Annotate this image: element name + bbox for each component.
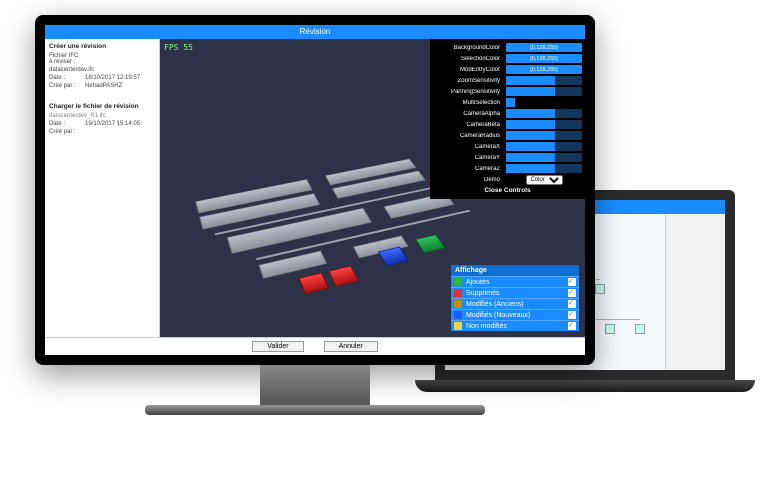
checkbox[interactable]: [506, 98, 515, 107]
load-file-value: datacenterdev_R1.ifc: [49, 113, 106, 119]
control-label: CameraX: [433, 144, 503, 150]
close-controls[interactable]: Close Controls: [433, 185, 582, 196]
date-value: 18/10/2017 12:19:57: [85, 75, 140, 81]
creator-value: NehadPASHZ: [85, 83, 122, 89]
control-label: CameraAlpha: [433, 111, 503, 117]
legend-swatch: [454, 278, 462, 286]
control-row-backgroundcolor[interactable]: BackgroundColor[0,128,255]: [433, 42, 582, 53]
controls-panel[interactable]: BackgroundColor[0,128,255]SelectionColor…: [430, 39, 585, 199]
creator-label: Créé par :: [49, 83, 81, 89]
file-label: Fichier IFC à réviser :: [49, 53, 81, 65]
create-revision-heading: Créer une révision: [49, 43, 155, 50]
legend-row[interactable]: Non modifiés: [451, 320, 579, 331]
slider[interactable]: [506, 76, 582, 85]
revision-app: Révision Créer une révision Fichier IFC …: [45, 25, 585, 355]
control-row-camerax[interactable]: CameraX: [433, 141, 582, 152]
file-value: datacenterdev.ifc: [49, 67, 94, 73]
legend-label: Non modifiés: [466, 323, 564, 330]
validate-button[interactable]: Valider: [252, 341, 303, 352]
slider[interactable]: [506, 131, 582, 140]
monitor-stand-neck: [260, 365, 370, 405]
control-label: PanningSensitivity: [433, 89, 503, 95]
legend-swatch: [454, 300, 462, 308]
control-row-modentrycolor[interactable]: ModEntryColor[0,128,255]: [433, 64, 582, 75]
highlighted-block[interactable]: [298, 273, 329, 295]
control-row-cameraz[interactable]: CameraZ: [433, 163, 582, 174]
highlighted-block[interactable]: [328, 266, 359, 287]
load-date-label: Date :: [49, 121, 81, 127]
control-label: CameraY: [433, 155, 503, 161]
slider[interactable]: [506, 164, 582, 173]
slider[interactable]: [506, 109, 582, 118]
highlighted-block[interactable]: [415, 234, 445, 253]
slider[interactable]: [506, 87, 582, 96]
highlighted-block[interactable]: [378, 247, 409, 267]
legend-label: Supprimés: [466, 290, 564, 297]
color-chip[interactable]: [0,128,255]: [506, 54, 582, 63]
legend-checkbox[interactable]: [568, 322, 576, 330]
control-label: CameraRadius: [433, 133, 503, 139]
control-row-demo[interactable]: Demo Color: [433, 174, 582, 185]
monitor-stand-base: [145, 405, 485, 415]
demo-select[interactable]: Color: [526, 175, 563, 185]
legend-checkbox[interactable]: [568, 300, 576, 308]
control-row-multiselection[interactable]: MultiSelection: [433, 97, 582, 108]
bottom-bar: Valider Annuler: [45, 337, 585, 355]
control-label: BackgroundColor: [433, 45, 503, 51]
slider[interactable]: [506, 120, 582, 129]
legend-title: Affichage: [451, 265, 579, 276]
control-label: CameraZ: [433, 166, 503, 172]
legend-checkbox[interactable]: [568, 311, 576, 319]
legend-row[interactable]: Supprimés: [451, 287, 579, 298]
slider[interactable]: [506, 153, 582, 162]
control-label: Demo: [433, 177, 503, 183]
monitor-bezel: Révision Créer une révision Fichier IFC …: [35, 15, 595, 365]
cancel-button[interactable]: Annuler: [324, 341, 378, 352]
display-legend: Affichage Ajoutés Supprimés Modifiés (Anci…: [451, 265, 579, 331]
legend-label: Modifiés (Anciens): [466, 301, 564, 308]
control-label: ModEntryColor: [433, 67, 503, 73]
control-row-cameray[interactable]: CameraY: [433, 152, 582, 163]
control-label: SelectionColor: [433, 56, 503, 62]
viewport-3d[interactable]: FPS 55 BackgroundColor[0,128,255]Selecti…: [160, 39, 585, 337]
fps-counter: FPS 55: [164, 43, 193, 52]
color-chip[interactable]: [0,128,255]: [506, 43, 582, 52]
color-chip[interactable]: [0,128,255]: [506, 65, 582, 74]
control-row-zoomsensitivity[interactable]: ZoomSensitivity: [433, 75, 582, 86]
app-titlebar: Révision: [45, 25, 585, 39]
legend-row[interactable]: Modifiés (Anciens): [451, 298, 579, 309]
legend-swatch: [454, 289, 462, 297]
legend-swatch: [454, 311, 462, 319]
desktop-monitor: Révision Créer une révision Fichier IFC …: [35, 15, 595, 410]
control-label: ZoomSensitivity: [433, 78, 503, 84]
control-row-camerabeta[interactable]: CameraBeta: [433, 119, 582, 130]
laptop-side-panel: [665, 214, 725, 370]
legend-row[interactable]: Modifiés (Nouveaux): [451, 309, 579, 320]
load-revision-heading: Charger le fichier de révision: [49, 103, 155, 110]
control-label: MultiSelection: [433, 100, 503, 106]
control-row-panningsensitivity[interactable]: PanningSensitivity: [433, 86, 582, 97]
date-label: Date :: [49, 75, 81, 81]
control-row-selectioncolor[interactable]: SelectionColor[0,128,255]: [433, 53, 582, 64]
legend-row[interactable]: Ajoutés: [451, 276, 579, 287]
legend-checkbox[interactable]: [568, 289, 576, 297]
control-label: CameraBeta: [433, 122, 503, 128]
legend-label: Ajoutés: [466, 279, 564, 286]
slider[interactable]: [506, 142, 582, 151]
legend-label: Modifiés (Nouveaux): [466, 312, 564, 319]
legend-checkbox[interactable]: [568, 278, 576, 286]
info-panel: Créer une révision Fichier IFC à réviser…: [45, 39, 160, 337]
control-row-cameraalpha[interactable]: CameraAlpha: [433, 108, 582, 119]
legend-swatch: [454, 322, 462, 330]
load-creator-label: Créé par :: [49, 129, 81, 135]
load-date-value: 19/10/2017 15:14:05: [85, 121, 140, 127]
control-row-cameraradius[interactable]: CameraRadius: [433, 130, 582, 141]
